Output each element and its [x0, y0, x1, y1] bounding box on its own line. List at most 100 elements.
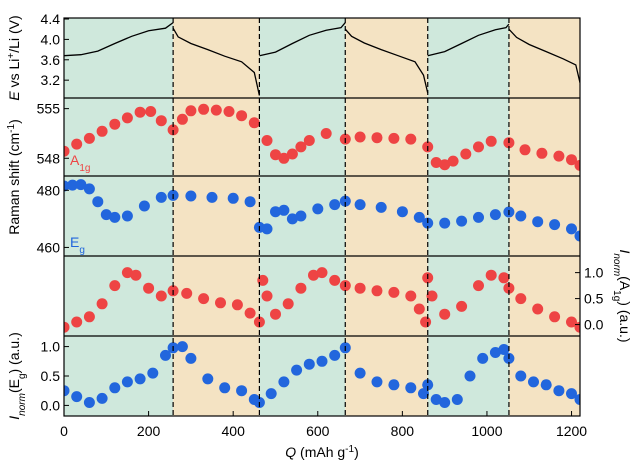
panel-inorm_a1g-point-7	[143, 282, 155, 294]
panel-eg-point-32	[489, 209, 501, 221]
panel-inorm_eg-point-12	[202, 373, 214, 385]
panel-a1g-ytick-label-0: 548	[37, 150, 61, 166]
x-axis-label-sup: -1	[345, 444, 354, 455]
panel-inorm_a1g-point-4	[109, 280, 121, 292]
panel-eg-point-12	[206, 191, 218, 203]
panel-eg-point-22	[329, 199, 341, 211]
inorm-a1g-y-label-end: ) (a.u.)	[617, 301, 633, 342]
panel-inorm_a1g-point-26	[371, 285, 383, 297]
panel-inorm_eg-point-27	[405, 382, 417, 394]
labels-layer: 3.2 3.6 4.0 4.4 548 555 460 480 0.0 0.5 1.0 0.0 0.5 1…	[6, 11, 634, 460]
panel-eg-point-19	[286, 213, 298, 225]
panel-eg-point-30	[456, 215, 468, 227]
panel-inorm_eg-point-20	[303, 358, 315, 370]
panel-inorm_a1g-point-19	[282, 298, 294, 310]
panel-inorm_eg-ytick-label-2: 1.0	[41, 339, 61, 355]
panel-eg-point-31	[473, 211, 484, 223]
panel-inorm_a1g-point-21	[308, 269, 319, 281]
panel-voltage-ytick-label-0: 3.2	[41, 72, 61, 88]
inorm-a1g-y-label-sub: norm	[612, 253, 623, 276]
panel-eg-point-18	[278, 204, 290, 216]
voltage-curve-segment-5	[508, 28, 580, 83]
panel-inorm_a1g-point-37	[498, 272, 510, 284]
panel-inorm_a1g-point-22	[316, 267, 328, 279]
panel-inorm_eg-point-17	[265, 388, 277, 400]
panel-a1g-point-3	[96, 125, 108, 137]
panel-inorm_a1g-point-32	[426, 290, 438, 302]
panel-eg-point-2	[75, 179, 87, 191]
panel-inorm_eg-point-21	[316, 355, 328, 367]
panel-a1g-point-9	[167, 124, 179, 136]
panel-a1g-point-8	[155, 115, 167, 127]
panel-inorm_eg-point-8	[160, 349, 171, 361]
panel-inorm_a1g-point-13	[231, 299, 243, 311]
panel-inorm_eg-point-10	[176, 341, 188, 353]
panel-inorm_a1g-point-10	[181, 287, 193, 299]
panel-inorm_eg-point-26	[388, 379, 400, 391]
panel-inorm_a1g-point-41	[549, 311, 561, 323]
panel-eg-point-7	[121, 210, 133, 222]
panel-inorm_eg-point-19	[291, 364, 303, 376]
panel-eg-point-16	[261, 223, 273, 235]
panel-inorm_eg-point-0	[64, 385, 70, 397]
plot-frame	[63, 17, 581, 417]
x-tick-label-4: 800	[391, 423, 415, 439]
panel-a1g-point-34	[473, 141, 484, 153]
inorm-eg-y-label-sub2: g	[17, 373, 28, 379]
panel-eg-point-37	[566, 223, 577, 235]
inorm-a1g-y-label: Inorm(A1g) (a.u.)	[612, 249, 634, 342]
panel-a1g-point-13	[210, 104, 222, 116]
panel-a1g-point-33	[460, 148, 472, 160]
voltage-curve-segment-3	[344, 28, 429, 94]
panel-eg-point-3	[83, 183, 95, 195]
panel-inorm_a1g-point-39	[515, 293, 527, 305]
panel-eg-point-29	[439, 217, 451, 229]
voltage-curve-segment-2	[259, 22, 346, 57]
eg-series-label-sub: g	[79, 245, 85, 256]
voltage-y-label-text: vs Li	[6, 59, 22, 92]
panel-eg-point-14	[244, 196, 256, 208]
raman-shift-y-label: Raman shift (cm-1)	[6, 119, 23, 235]
panel-inorm_a1g-point-40	[532, 303, 544, 315]
panel-inorm_a1g-point-17	[261, 290, 273, 302]
panel-a1g-point-35	[485, 135, 497, 147]
panel-inorm_eg-point-32	[451, 394, 463, 405]
panel-inorm_a1g-point-35	[473, 280, 484, 292]
panel-eg-point-24	[354, 199, 366, 211]
panel-inorm_a1g-point-38	[503, 282, 515, 294]
panel-a1g-point-17	[261, 135, 273, 146]
panel-a1g-point-23	[320, 128, 332, 139]
panel-inorm_a1g-point-27	[388, 286, 400, 298]
panel-a1g-point-28	[405, 133, 417, 145]
panel-inorm_a1g-point-29	[413, 303, 425, 315]
panel-eg-point-5	[100, 209, 112, 221]
panel-a1g-point-14	[223, 106, 235, 117]
panel-inorm_eg-point-31	[439, 397, 451, 408]
panel-a1g-point-18	[270, 149, 281, 161]
panel-inorm_eg-point-6	[134, 373, 146, 385]
panel-a1g-point-10	[176, 113, 188, 125]
panel-inorm_eg-point-2	[83, 397, 95, 408]
x-axis-label-var: Q	[285, 444, 296, 460]
x-tick-label-6: 1200	[556, 423, 587, 439]
panel-inorm_a1g-point-0	[64, 321, 70, 333]
x-tick-label-3: 600	[306, 423, 330, 439]
inorm-eg-y-label-mid: (E	[6, 379, 22, 393]
panel-eg-point-38	[574, 230, 580, 242]
voltage-curve-segment-1	[172, 27, 261, 96]
panel-inorm_eg-point-28	[418, 388, 429, 400]
panel-eg-point-25	[375, 201, 387, 213]
panel-inorm_a1g-point-42	[566, 316, 577, 328]
x-axis-label-unit: (mAh g	[296, 444, 345, 460]
panel-inorm_eg-point-30	[430, 394, 442, 405]
region-discharge-1	[173, 18, 260, 416]
panel-eg-point-8	[138, 200, 150, 212]
panel-a1g-point-40	[566, 154, 577, 166]
panel-a1g-point-19	[278, 152, 290, 164]
panel-inorm_a1g-point-6	[130, 269, 142, 281]
panel-a1g-point-22	[303, 135, 315, 146]
eg-series-label: Eg	[70, 234, 85, 256]
inorm-a1g-y-label-sub2: 1g	[612, 290, 623, 301]
x-tick-label-5: 1000	[471, 423, 502, 439]
voltage-y-label-var: E	[6, 91, 22, 101]
